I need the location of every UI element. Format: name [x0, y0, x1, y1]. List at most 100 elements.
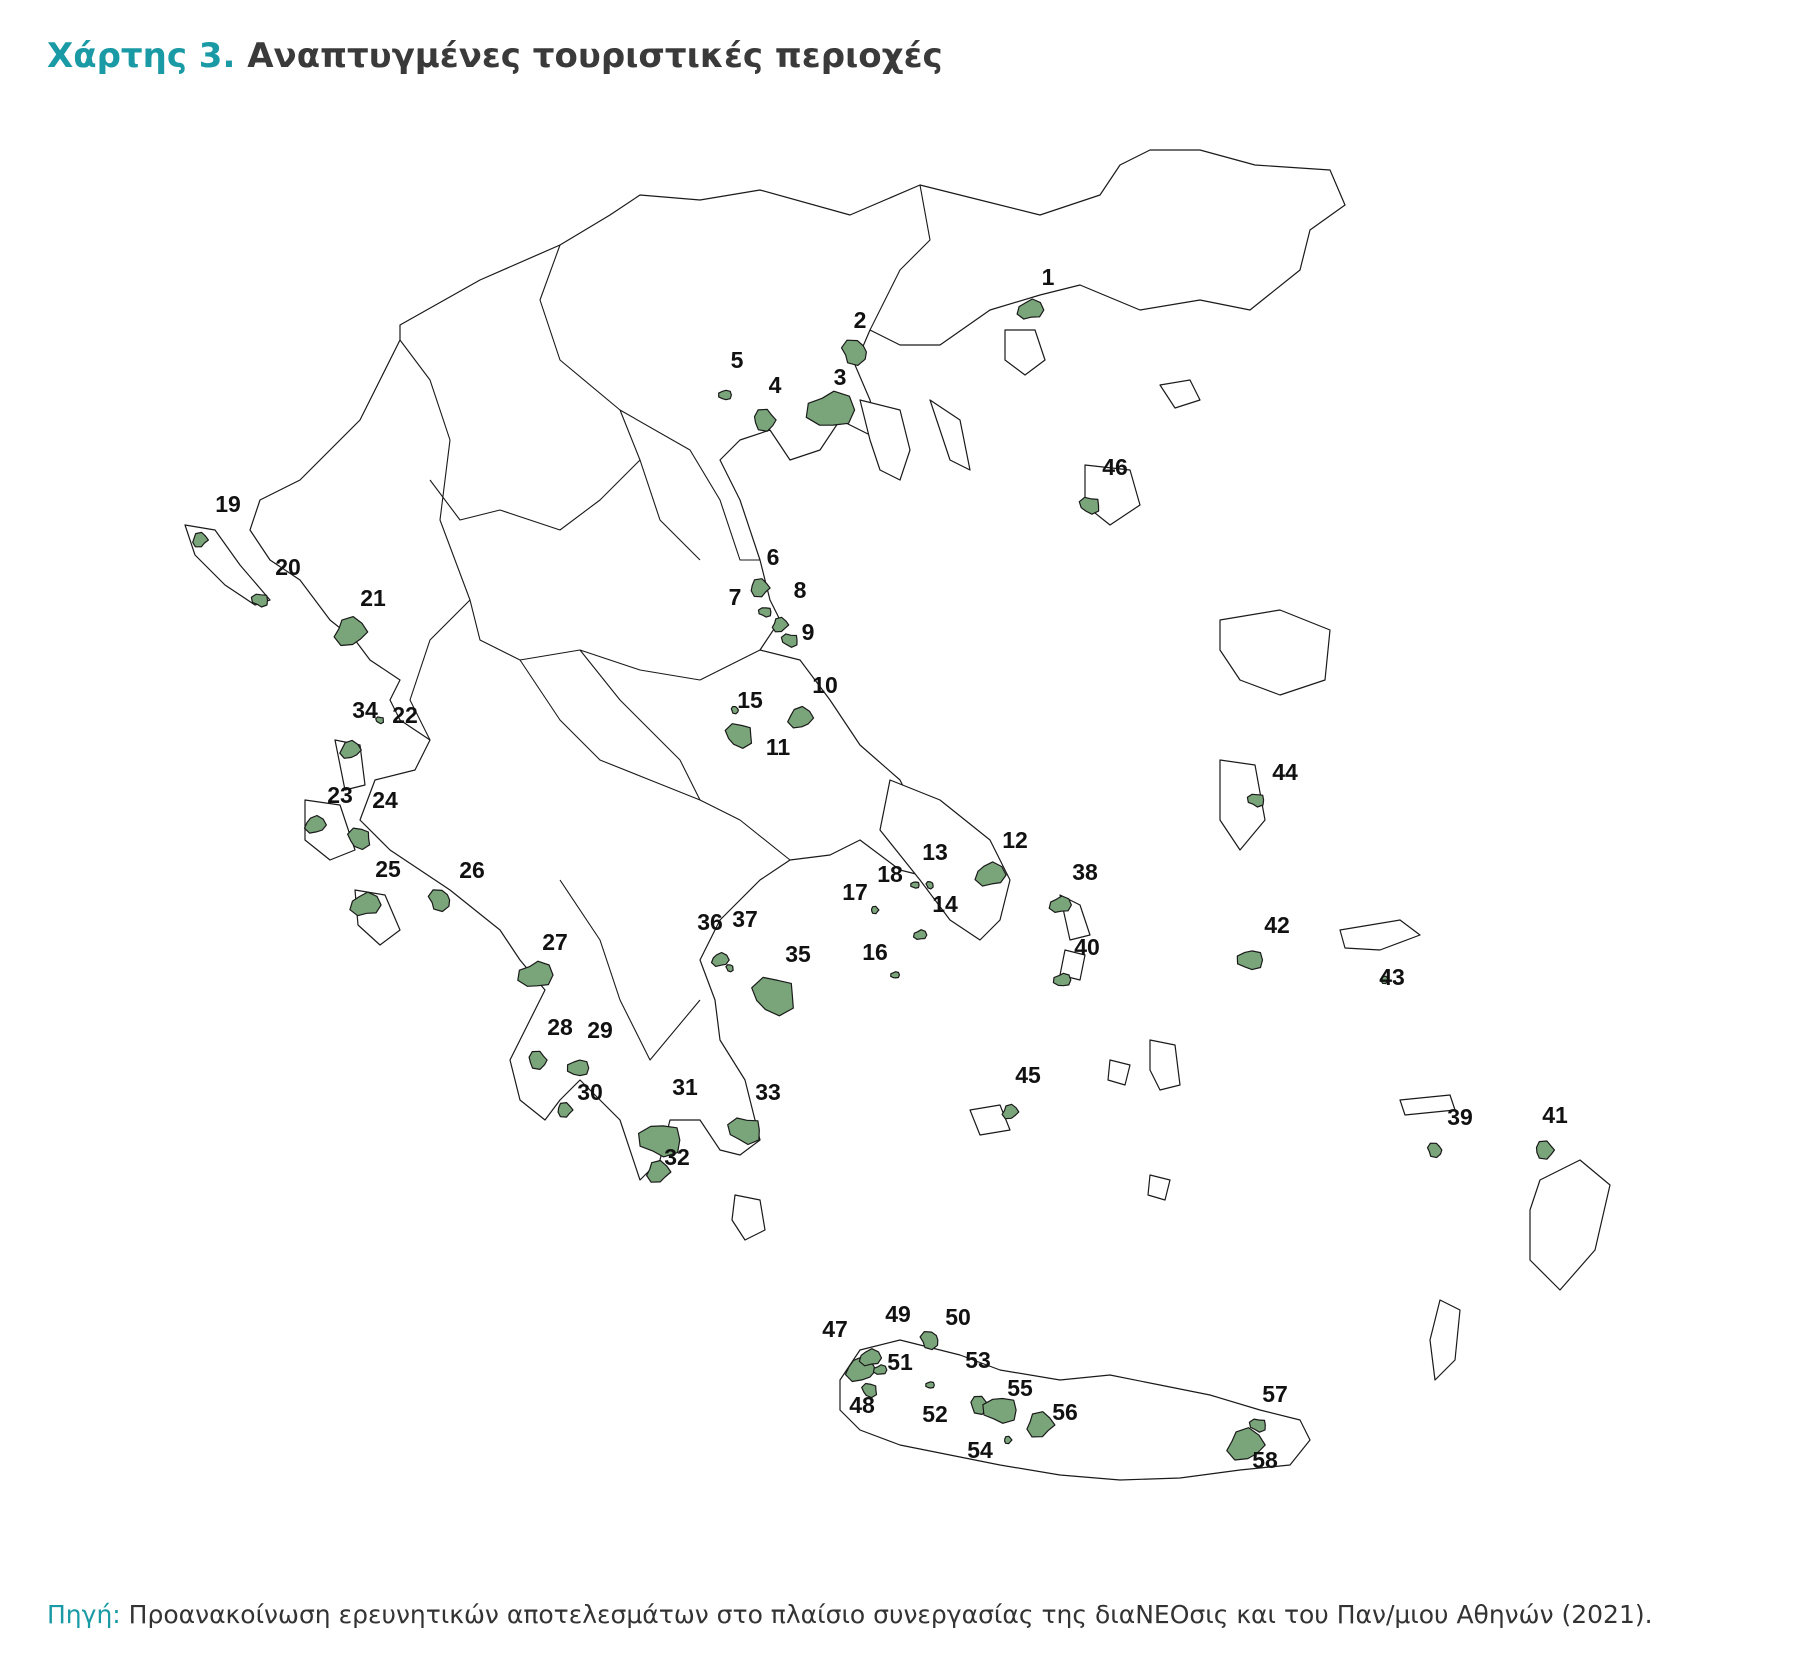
- area-label-3: 3: [834, 364, 847, 390]
- area-label-24: 24: [372, 787, 398, 813]
- area-label-1: 1: [1042, 264, 1055, 290]
- tourist-area-39: [1426, 1142, 1443, 1159]
- tourist-area-35: [751, 976, 794, 1017]
- tourist-area-46: [1078, 496, 1100, 515]
- area-label-23: 23: [327, 782, 353, 808]
- tourist-area-15: [730, 706, 739, 715]
- area-label-15: 15: [737, 687, 763, 713]
- crete: [839, 1339, 1311, 1481]
- area-label-11: 11: [766, 734, 791, 760]
- area-label-46: 46: [1102, 454, 1128, 480]
- area-label-27: 27: [542, 929, 568, 955]
- euboea: [879, 779, 1011, 941]
- area-label-43: 43: [1379, 964, 1405, 990]
- tourist-area-49: [858, 1348, 883, 1367]
- samothraki: [1159, 379, 1201, 409]
- area-label-8: 8: [794, 577, 807, 603]
- area-label-52: 52: [922, 1401, 948, 1427]
- area-label-7: 7: [729, 584, 742, 610]
- area-label-48: 48: [849, 1392, 875, 1418]
- area-label-32: 32: [664, 1144, 690, 1170]
- area-label-10: 10: [812, 672, 838, 698]
- area-label-30: 30: [577, 1079, 603, 1105]
- area-label-57: 57: [1262, 1381, 1288, 1407]
- tourist-area-22: [375, 716, 384, 725]
- landmass-layer: [184, 149, 1611, 1481]
- milos: [969, 1104, 1011, 1136]
- source-note: Πηγή: Προανακοίνωση ερευνητικών αποτελεσ…: [47, 1600, 1653, 1629]
- map-title-text: Αναπτυγμένες τουριστικές περιοχές: [247, 36, 943, 76]
- thasos: [1004, 329, 1046, 376]
- area-label-29: 29: [587, 1017, 613, 1043]
- area-label-4: 4: [769, 372, 782, 398]
- area-label-33: 33: [755, 1079, 781, 1105]
- tourist-area-43: [1380, 975, 1390, 985]
- map-title-prefix: Χάρτης 3.: [47, 36, 236, 76]
- area-label-28: 28: [547, 1014, 573, 1040]
- area-label-56: 56: [1052, 1399, 1078, 1425]
- tourist-area-38: [1048, 895, 1072, 913]
- area-label-51: 51: [887, 1349, 913, 1375]
- tourist-area-8: [771, 616, 790, 633]
- tourist-area-3: [805, 390, 856, 426]
- tourist-area-20: [250, 593, 269, 608]
- tourist-area-40: [1052, 972, 1072, 987]
- area-label-36: 36: [697, 909, 723, 935]
- tourist-area-10: [787, 705, 815, 729]
- area-label-35: 35: [785, 941, 811, 967]
- area-label-9: 9: [802, 619, 815, 645]
- area-label-55: 55: [1007, 1375, 1033, 1401]
- tourist-area-21: [333, 616, 369, 647]
- tourist-area-26: [427, 889, 451, 913]
- tourist-area-12: [974, 861, 1007, 887]
- tourist-area-16: [890, 971, 900, 979]
- area-label-45: 45: [1015, 1062, 1041, 1088]
- area-label-17: 17: [842, 879, 868, 905]
- kos: [1399, 1094, 1456, 1116]
- area-label-40: 40: [1074, 934, 1100, 960]
- area-label-19: 19: [215, 491, 241, 517]
- tourist-area-50: [919, 1331, 939, 1351]
- peloponnese-border: [559, 879, 701, 1061]
- tourist-area-19: [192, 531, 209, 548]
- source-text: Προανακοίνωση ερευνητικών αποτελεσμάτων …: [128, 1600, 1653, 1629]
- chalkidiki: [859, 399, 971, 481]
- tourist-area-57: [1248, 1418, 1266, 1433]
- area-label-54: 54: [967, 1437, 993, 1463]
- area-label-21: 21: [360, 585, 386, 611]
- tourist-area-29: [566, 1059, 590, 1077]
- tourist-area-58: [1226, 1427, 1266, 1461]
- tourist-area-28: [528, 1050, 548, 1070]
- area-label-22: 22: [392, 702, 418, 728]
- area-label-38: 38: [1072, 859, 1098, 885]
- tourist-area-17: [871, 905, 880, 915]
- tourist-area-1: [1016, 298, 1045, 320]
- area-label-42: 42: [1264, 912, 1290, 938]
- tourist-area-54: [1004, 1435, 1013, 1445]
- paros: [1107, 1059, 1131, 1086]
- map-title: Χάρτης 3. Αναπτυγμένες τουριστικές περιο…: [47, 36, 943, 76]
- naxos: [1149, 1039, 1181, 1091]
- tourist-area-31: [638, 1125, 681, 1158]
- area-label-18: 18: [877, 861, 903, 887]
- karpathos: [1429, 1299, 1461, 1381]
- area-label-6: 6: [767, 544, 780, 570]
- area-label-44: 44: [1272, 759, 1298, 785]
- area-label-20: 20: [275, 554, 301, 580]
- tourist-area-33: [727, 1117, 760, 1146]
- tourist-area-30: [557, 1102, 574, 1118]
- tourist-area-27: [517, 960, 554, 987]
- area-label-41: 41: [1542, 1102, 1568, 1128]
- lesvos: [1219, 609, 1331, 696]
- tourist-area-25: [349, 891, 382, 917]
- area-label-49: 49: [885, 1301, 911, 1327]
- area-label-47: 47: [822, 1316, 848, 1342]
- tourist-area-51: [872, 1364, 888, 1375]
- chios: [1219, 759, 1266, 851]
- area-label-37: 37: [732, 906, 758, 932]
- tourist-area-2: [840, 339, 867, 366]
- area-label-5: 5: [731, 347, 744, 373]
- tourist-area-56: [1026, 1411, 1056, 1438]
- area-label-13: 13: [922, 839, 948, 865]
